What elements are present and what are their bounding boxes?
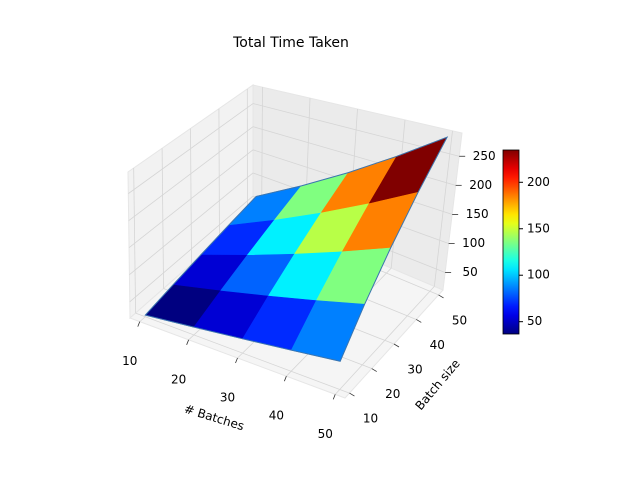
colorbar-tick-label: 150 [527,221,550,235]
colorbar-tick-label: 100 [527,268,550,282]
colorbar-tick-label: 200 [527,175,550,189]
tick-mark [439,295,444,298]
x-tick-label: 10 [122,354,137,368]
tick-mark [138,322,140,327]
colorbar [503,150,519,334]
x-tick-label: 20 [171,372,186,386]
tick-mark [349,393,354,396]
z-tick-label: 250 [473,149,496,163]
x-tick-label: 30 [220,391,235,405]
z-tick-label: 50 [462,265,477,279]
z-tick-label: 200 [469,178,492,192]
y-tick-label: 10 [363,412,378,426]
tick-mark [372,369,377,372]
tick-mark [416,319,421,322]
x-tick-label: 40 [269,409,284,423]
tick-mark [394,344,399,347]
colorbar-tick-label: 50 [527,314,542,328]
tick-mark [333,394,335,399]
x-axis-label: # Batches [182,402,245,434]
z-tick-label: 150 [466,207,489,221]
y-tick-label: 40 [430,338,445,352]
tick-mark [187,340,189,345]
y-tick-label: 30 [407,363,422,377]
chart-title: Total Time Taken [232,35,349,51]
z-tick-label: 100 [462,236,485,250]
x-tick-label: 50 [318,427,333,441]
tick-mark [236,358,238,363]
y-tick-label: 20 [385,387,400,401]
y-tick-label: 50 [452,313,467,327]
tick-mark [284,376,286,381]
